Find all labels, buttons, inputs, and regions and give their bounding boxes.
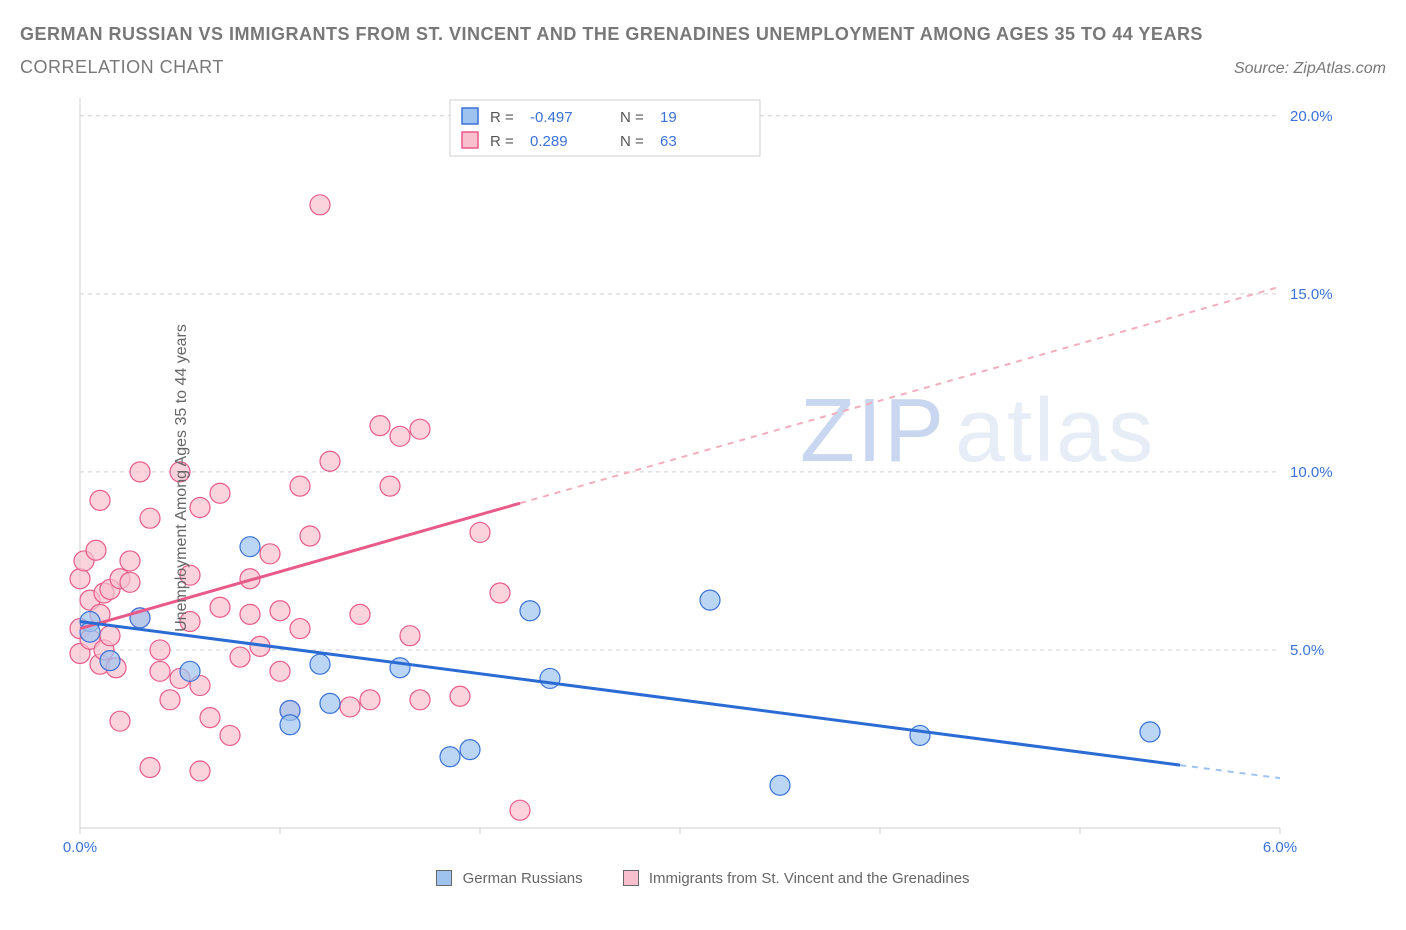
svg-text:20.0%: 20.0% [1290, 108, 1333, 125]
scatter-chart: ZIPatlas 5.0% 10.0% 15.0% 20.0% 0.0% 6.0% R = -0… [20, 88, 1340, 868]
svg-text:5.0%: 5.0% [1290, 642, 1324, 659]
svg-text:N =: N = [620, 109, 644, 126]
svg-text:10.0%: 10.0% [1290, 464, 1333, 481]
svg-text:19: 19 [660, 109, 677, 126]
svg-text:15.0%: 15.0% [1290, 286, 1333, 303]
svg-text:63: 63 [660, 133, 677, 150]
svg-text:N =: N = [620, 133, 644, 150]
square-icon [623, 870, 639, 886]
svg-text:6.0%: 6.0% [1263, 839, 1297, 856]
svg-text:R =: R = [490, 133, 514, 150]
svg-text:-0.497: -0.497 [530, 109, 573, 126]
legend-item-blue: German Russians [436, 870, 582, 887]
y-axis-label: Unemployment Among Ages 35 to 44 years [173, 324, 191, 632]
header: GERMAN RUSSIAN VS IMMIGRANTS FROM ST. VI… [20, 20, 1386, 78]
svg-text:ZIP: ZIP [800, 381, 946, 481]
source-label: Source: ZipAtlas.com [1234, 60, 1386, 78]
title-block: GERMAN RUSSIAN VS IMMIGRANTS FROM ST. VI… [20, 20, 1203, 78]
svg-text:0.0%: 0.0% [63, 839, 97, 856]
svg-text:0.289: 0.289 [530, 133, 568, 150]
svg-text:R =: R = [490, 109, 514, 126]
legend-label: German Russians [463, 870, 583, 887]
legend-label: Immigrants from St. Vincent and the Gren… [649, 870, 970, 887]
chart-subtitle: CORRELATION CHART [20, 57, 1203, 78]
svg-text:atlas: atlas [955, 381, 1155, 481]
chart-title: GERMAN RUSSIAN VS IMMIGRANTS FROM ST. VI… [20, 20, 1203, 49]
chart-area: Unemployment Among Ages 35 to 44 years Z… [20, 88, 1386, 868]
square-icon [436, 870, 452, 886]
legend-item-pink: Immigrants from St. Vincent and the Gren… [623, 870, 970, 887]
bottom-legend: German Russians Immigrants from St. Vinc… [20, 870, 1386, 887]
